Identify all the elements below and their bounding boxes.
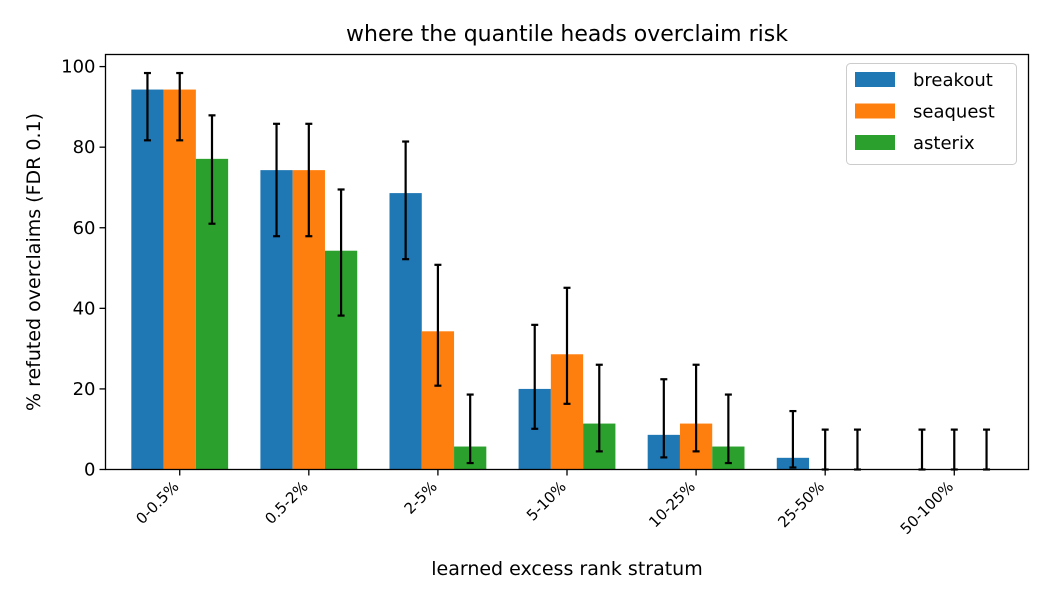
error-bar-breakout-4: [660, 378, 668, 459]
y-tick-label: 100: [61, 57, 95, 78]
error-bar-asterix-3: [595, 363, 603, 453]
legend-items: breakout seaquest asterix: [855, 70, 995, 154]
legend-swatch-breakout: [855, 72, 895, 87]
legend-label-breakout: breakout: [913, 70, 993, 91]
legend-swatch-seaquest: [855, 103, 895, 119]
legend-label-seaquest: seaquest: [913, 102, 995, 123]
y-tick-label: 40: [73, 298, 96, 319]
legend-label-asterix: asterix: [913, 133, 975, 154]
y-tick-label: 80: [73, 137, 96, 158]
error-bar-breakout-1: [273, 122, 281, 238]
error-bar-breakout-0: [143, 71, 151, 142]
error-bar-breakout-3: [531, 323, 539, 430]
error-bar-seaquest-2: [434, 263, 442, 387]
legend: breakout seaquest asterix: [846, 63, 1017, 165]
error-bar-seaquest-4: [692, 363, 700, 453]
error-bar-seaquest-3: [563, 286, 571, 405]
y-axis-label: % refuted overclaims (FDR 0.1): [23, 113, 45, 411]
error-bar-asterix-2: [466, 393, 474, 465]
y-tick-label: 20: [73, 379, 96, 400]
bar-breakout-0: [131, 89, 164, 470]
error-bar-seaquest-1: [305, 122, 313, 238]
error-bar-asterix-4: [724, 393, 732, 465]
error-bar-breakout-2: [402, 140, 410, 261]
legend-swatch-asterix: [855, 135, 895, 150]
error-bar-seaquest-0: [176, 71, 184, 142]
bar-seaquest-0: [163, 89, 196, 470]
y-axis: 0 20 40 60 80 100: [61, 57, 106, 481]
chart-title: where the quantile heads overclaim risk: [346, 22, 788, 47]
x-axis-label: learned excess rank stratum: [431, 558, 703, 580]
error-bar-asterix-0: [208, 114, 216, 225]
y-tick-label: 0: [84, 460, 95, 481]
error-bars-layer: [143, 71, 991, 471]
error-bar-asterix-1: [337, 188, 345, 317]
error-bar-breakout-5: [789, 409, 797, 469]
y-tick-label: 60: [73, 218, 96, 239]
